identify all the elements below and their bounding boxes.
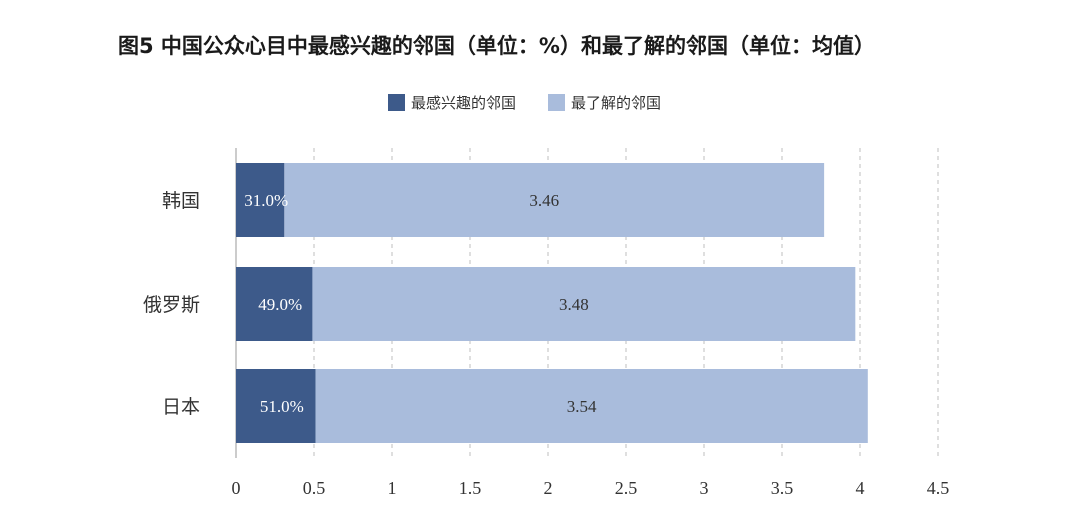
legend-label-understanding: 最了解的邻国 — [571, 94, 662, 112]
category-label-0: 韩国 — [162, 190, 200, 212]
data-label-understanding-2: 3.54 — [567, 397, 597, 416]
bar-understanding-0 — [284, 163, 825, 237]
x-tick-label-6: 3 — [700, 478, 709, 498]
data-label-interest-1: 49.0% — [258, 295, 302, 314]
legend-swatch-interest — [388, 94, 405, 111]
legend-item-interest: 最感兴趣的邻国 — [388, 92, 516, 113]
data-label-understanding-1: 3.48 — [559, 295, 589, 314]
chart-title: 图5 中国公众心目中最感兴趣的邻国（单位：%）和最了解的邻国（单位：均值） — [118, 34, 875, 58]
x-tick-label-4: 2 — [544, 478, 553, 498]
legend-swatch-understanding — [548, 94, 566, 111]
x-tick-label-8: 4 — [856, 478, 865, 498]
x-tick-label-3: 1.5 — [459, 478, 482, 498]
bar-interest-0 — [236, 163, 285, 237]
data-label-interest-0: 31.0% — [244, 191, 288, 210]
x-tick-label-5: 2.5 — [615, 478, 638, 498]
x-tick-label-1: 0.5 — [303, 478, 326, 498]
legend-item-understanding: 最了解的邻国 — [548, 92, 661, 113]
legend: 最感兴趣的邻国 最了解的邻国 — [388, 92, 693, 113]
bar-understanding-1 — [312, 267, 856, 341]
bar-interest-2 — [236, 369, 316, 443]
bar-interest-1 — [236, 267, 313, 341]
x-tick-label-0: 0 — [232, 478, 241, 498]
category-label-1: 俄罗斯 — [143, 294, 200, 316]
x-tick-label-2: 1 — [388, 478, 397, 498]
category-label-2: 日本 — [162, 396, 200, 418]
data-label-understanding-0: 3.46 — [529, 191, 559, 210]
legend-label-interest: 最感兴趣的邻国 — [411, 94, 517, 112]
x-tick-label-7: 3.5 — [771, 478, 794, 498]
data-label-interest-2: 51.0% — [260, 397, 304, 416]
x-tick-label-9: 4.5 — [927, 478, 950, 498]
bar-understanding-2 — [315, 369, 868, 443]
